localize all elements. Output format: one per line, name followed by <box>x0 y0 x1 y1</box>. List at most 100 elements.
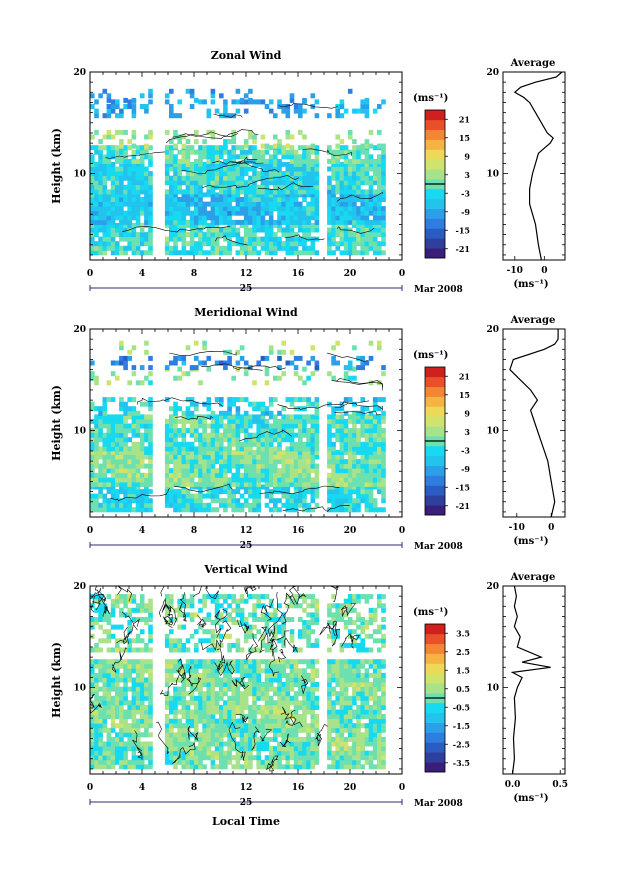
data-cell <box>90 481 95 487</box>
data-cell <box>356 668 361 674</box>
data-cell <box>102 189 108 195</box>
data-cell <box>98 215 103 221</box>
data-cell <box>352 736 357 742</box>
data-cell <box>335 432 340 438</box>
data-cell <box>273 222 278 228</box>
data-cell <box>164 704 170 710</box>
data-cell <box>239 691 245 697</box>
data-cell <box>285 250 291 256</box>
data-cell <box>352 108 357 114</box>
data-cell <box>119 477 124 483</box>
data-cell <box>115 746 120 752</box>
data-cell <box>206 672 212 678</box>
data-cell <box>235 481 241 487</box>
data-cell <box>148 477 153 483</box>
data-cell <box>173 472 178 478</box>
data-cell <box>127 493 132 499</box>
data-cell <box>264 682 270 687</box>
data-cell <box>310 463 316 469</box>
data-cell <box>219 446 224 452</box>
colorbar-swatch <box>425 149 445 160</box>
data-cell <box>169 158 174 164</box>
data-cell <box>131 741 137 747</box>
data-cell <box>90 741 95 747</box>
data-cell <box>364 736 370 742</box>
data-cell <box>110 750 116 756</box>
data-cell <box>164 245 170 251</box>
data-cell <box>198 759 203 765</box>
data-cell <box>173 489 178 495</box>
data-cell <box>198 672 203 678</box>
data-cell <box>127 686 132 692</box>
data-cell <box>206 175 212 181</box>
data-cell <box>243 454 249 460</box>
data-cell <box>131 691 137 697</box>
data-cell <box>368 232 374 238</box>
data-cell <box>248 134 253 140</box>
data-cell <box>339 454 345 460</box>
data-cell <box>277 161 282 167</box>
data-cell <box>252 454 257 460</box>
data-cell <box>298 161 303 167</box>
data-cell <box>356 206 361 212</box>
data-cell <box>310 691 316 697</box>
data-cell <box>219 410 224 416</box>
data-cell <box>169 250 174 256</box>
data-cell <box>260 732 266 738</box>
data-cell <box>223 166 228 172</box>
data-cell <box>364 709 370 715</box>
data-cell <box>302 149 307 155</box>
data-cell <box>177 197 182 202</box>
data-cell <box>189 180 195 186</box>
data-cell <box>368 472 374 478</box>
data-cell <box>235 746 241 752</box>
data-cell <box>227 454 232 460</box>
data-cell <box>106 502 112 508</box>
contour-line <box>137 397 223 407</box>
data-cell <box>252 134 257 140</box>
data-cell <box>264 104 270 109</box>
data-cell <box>339 236 345 242</box>
data-cell <box>127 189 132 195</box>
colorbar-swatch <box>425 198 445 209</box>
data-cell <box>243 222 249 228</box>
data-cell <box>227 355 232 361</box>
data-cell <box>219 489 224 495</box>
data-cell <box>239 166 245 172</box>
data-cell <box>231 423 236 429</box>
data-cell <box>173 498 178 504</box>
data-cell <box>123 477 128 483</box>
data-cell <box>110 423 116 429</box>
data-cell <box>148 502 153 508</box>
data-cell <box>169 736 174 742</box>
data-cell <box>131 236 137 242</box>
data-cell <box>173 232 178 238</box>
data-cell <box>252 727 257 733</box>
data-cell <box>119 468 124 474</box>
data-cell <box>102 113 108 119</box>
data-cell <box>98 700 103 706</box>
data-cell <box>268 755 274 761</box>
data-cell <box>231 718 236 724</box>
data-cell <box>223 489 228 495</box>
data-cell <box>115 682 120 687</box>
data-cell <box>281 463 286 469</box>
data-cell <box>331 668 336 674</box>
data-cell <box>202 441 207 447</box>
data-cell <box>352 764 357 770</box>
data-cell <box>339 484 345 490</box>
data-cell <box>148 746 153 752</box>
data-cell <box>210 714 216 719</box>
data-cell <box>235 459 241 465</box>
data-cell <box>377 468 382 474</box>
data-cell <box>202 468 207 474</box>
data-cell <box>310 423 316 429</box>
data-cell <box>173 161 178 167</box>
data-cell <box>206 493 212 499</box>
data-cell <box>210 154 216 160</box>
data-cell <box>356 108 361 114</box>
data-cell <box>223 691 228 697</box>
data-cell <box>181 502 187 508</box>
data-cell <box>302 746 307 752</box>
data-cell <box>219 166 224 172</box>
